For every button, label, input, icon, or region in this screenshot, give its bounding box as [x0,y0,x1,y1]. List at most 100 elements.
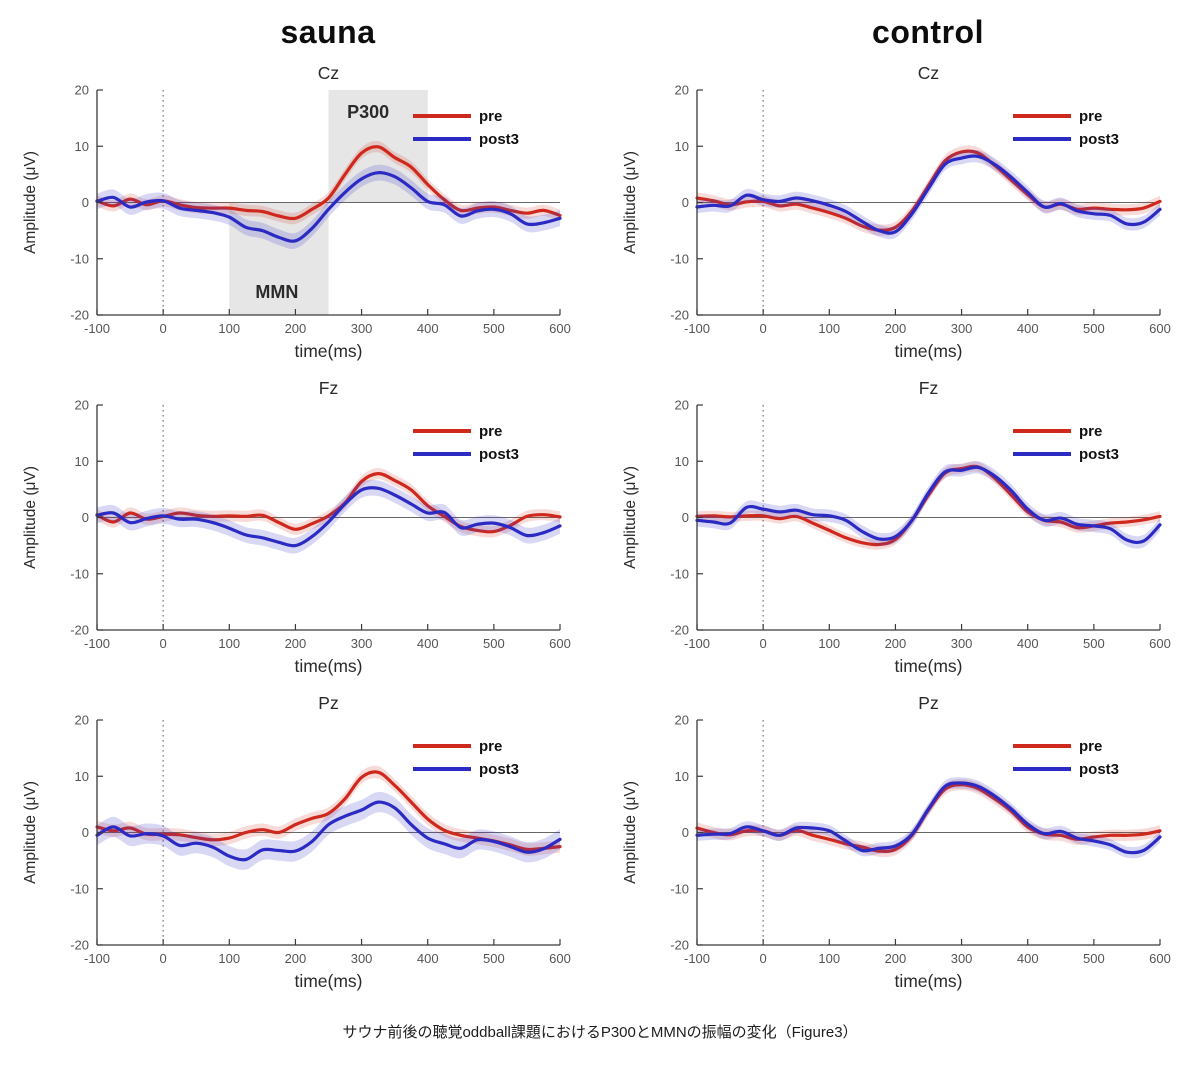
plot-pz-control: -100 0 100 200 300 400 500 600-20-1001020Pztime… [622,693,1171,991]
y-tick-label: 10 [75,769,89,784]
y-tick-label: -20 [670,938,689,953]
x-axis-label: time(ms) [894,656,962,676]
x-tick-label: 200 [885,951,907,966]
x-tick-label: 200 [285,951,307,966]
x-tick-label: 400 [417,636,439,651]
series-pre-band [697,461,1160,550]
legend-label-post3: post3 [479,131,519,148]
series-post3-line [95,171,562,243]
y-tick-label: -20 [70,623,89,638]
figure-caption: サウナ前後の聴覚oddball課題におけるP300とMMNの振幅の変化（Figu… [342,1024,858,1041]
x-tick-label: 300 [351,951,373,966]
series-post3-band [97,791,560,870]
x-tick-label: 500 [483,636,505,651]
y-tick-label: 0 [682,510,689,525]
x-tick-label: 500 [483,951,505,966]
y-tick-label: 10 [75,454,89,469]
series-pre-line [95,472,562,534]
series-post3-line [695,465,1162,545]
legend-label-post3: post3 [1079,761,1119,778]
legend-label-post3: post3 [479,761,519,778]
y-tick-label: -10 [70,251,89,266]
x-tick-label: 500 [1083,321,1105,336]
x-tick-label: 100 [218,636,240,651]
legend-label-pre: pre [1079,423,1102,440]
series-post3-band [97,479,560,554]
x-tick-label: -100 [84,951,110,966]
x-tick-label: 500 [1083,951,1105,966]
y-axis-label: Amplitude (μV) [22,781,39,884]
series-post3-band [697,461,1160,549]
plot-cell: -100 0 100 200 300 400 500 600 -20 -10 0 10 20 Fz time… [0,375,600,690]
series-post3-line [95,800,562,862]
x-tick-label: 0 [760,636,767,651]
y-tick-label: -10 [70,566,89,581]
legend: pre post3 [1013,423,1119,463]
column-title-control: control [872,14,984,50]
y-tick-label: 0 [682,825,689,840]
x-tick-label: -100 [84,321,110,336]
x-tick-label: 600 [1149,321,1171,336]
y-tick-label: -20 [670,623,689,638]
legend-label-pre: pre [1079,738,1102,755]
legend-label-post3: post3 [1079,131,1119,148]
plot-title: Pz [918,693,938,713]
plots-grid: -100 0 100 200 300 400 500 600 -20 -10 0 10 20 Cz time… [0,60,1200,1005]
y-tick-label: -10 [670,251,689,266]
x-tick-label: -100 [684,636,710,651]
x-axis-label: time(ms) [894,341,962,361]
plot-cell: -100 0 100 200 300 400 500 600 -20 -10 0 10 20 Fz time… [600,375,1200,690]
legend: pre post3 [413,423,519,463]
series-pre-line [95,145,562,221]
legend: pre post3 [413,108,519,148]
y-axis-label: Amplitude (μV) [22,466,39,569]
x-tick-label: -100 [684,951,710,966]
x-tick-label: 400 [1017,951,1039,966]
plot-cell: -100 0 100 200 300 400 500 600 -20 -10 0 10 20 Pz time… [0,690,600,1005]
x-tick-label: 200 [885,636,907,651]
plot-fz-control: -100 0 100 200 300 400 500 600-20-1001020Fztime… [622,378,1171,676]
series-pre-band [97,467,560,538]
x-tick-label: 400 [1017,321,1039,336]
y-tick-label: 10 [675,454,689,469]
y-tick-label: 0 [82,510,89,525]
series-post3-line [95,486,562,548]
y-tick-label: 20 [675,83,689,98]
y-axis-label: Amplitude (μV) [622,151,639,254]
series-post3-line [695,154,1162,235]
y-tick-label: 20 [675,398,689,413]
x-tick-label: 500 [1083,636,1105,651]
y-tick-label: 20 [675,713,689,728]
series-pre-band [97,765,560,856]
series-post3-band [697,149,1160,240]
legend-label-pre: pre [479,738,502,755]
x-tick-label: 400 [417,951,439,966]
y-tick-label: -10 [670,881,689,896]
y-tick-label: 0 [82,825,89,840]
x-tick-label: 400 [417,321,439,336]
x-tick-label: 300 [951,636,973,651]
legend: pre post3 [413,738,519,778]
y-tick-label: 20 [75,713,89,728]
annotation-label-mmn: MMN [255,282,298,302]
plot-title: Pz [318,693,338,713]
plot-cell: -100 0 100 200 300 400 500 600 -20 -10 0 10 20 Pz time… [600,690,1200,1005]
series-pre-band [697,779,1160,858]
y-axis-label: Amplitude (μV) [22,151,39,254]
legend-label-post3: post3 [479,446,519,463]
x-axis-label: time(ms) [294,341,362,361]
y-tick-label: 0 [82,195,89,210]
shade-region-mmn [229,202,329,315]
y-axis-label: Amplitude (μV) [622,466,639,569]
y-tick-label: -20 [670,308,689,323]
y-tick-label: -20 [70,938,89,953]
x-tick-label: 400 [1017,636,1039,651]
y-tick-label: 20 [75,83,89,98]
plot-title: Fz [319,378,338,398]
legend-label-pre: pre [1079,108,1102,125]
y-tick-label: 10 [75,139,89,154]
series-post3-line [695,781,1162,855]
y-tick-label: -10 [670,566,689,581]
x-tick-label: 0 [160,951,167,966]
